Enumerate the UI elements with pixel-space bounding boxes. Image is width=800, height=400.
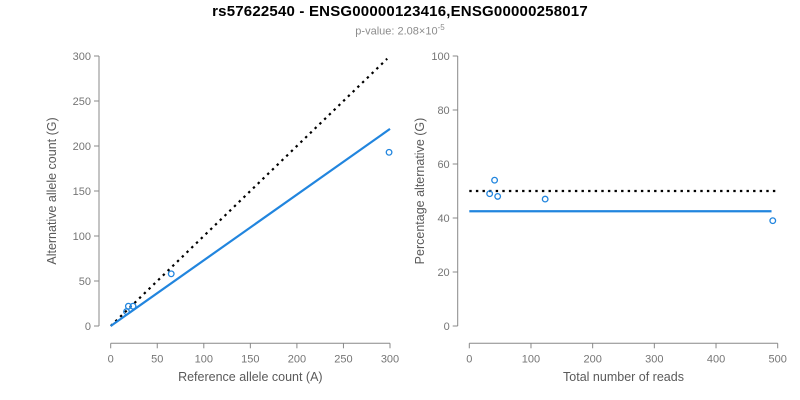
right-plot-y-tick-label: 80: [437, 105, 449, 117]
left-plot-y-tick-label: 50: [79, 276, 91, 288]
identity-line: [109, 57, 388, 327]
right-plot-x-tick-label: 100: [522, 353, 540, 365]
right-plot-y-tick-label: 40: [437, 213, 449, 225]
left-plot-y-tick-label: 200: [73, 141, 91, 153]
right-plot-data-point: [486, 190, 494, 198]
right-plot-x-tick-label: 300: [645, 353, 663, 365]
left-plot-x-tick-label: 150: [241, 353, 259, 365]
right-plot-y-tick-label: 0: [444, 321, 450, 333]
left-plot-x-tick-label: 50: [151, 353, 163, 365]
right-plot-data-point: [541, 195, 549, 203]
pvalue-exponent: -5: [437, 23, 445, 32]
left-plot-x-tick-label: 0: [108, 353, 114, 365]
fit-line: [110, 128, 391, 327]
right-plot-x-tick-label: 400: [707, 353, 725, 365]
left-plot-data-point: [124, 302, 132, 310]
right-plot-x-axis-title: Total number of reads: [563, 370, 684, 384]
right-plot-x-tick-label: 0: [466, 353, 472, 365]
left-plot-data-point: [167, 270, 175, 278]
right-plot-y-tick-label: 20: [437, 267, 449, 279]
figure-title: rs57622540 - ENSG00000123416,ENSG0000025…: [212, 3, 588, 20]
left-plot-y-axis-title: Alternative allele count (G): [45, 117, 59, 264]
left-plot-y-tick-label: 150: [73, 186, 91, 198]
left-plot-y-tick-label: 300: [73, 51, 91, 63]
left-plot-y-tick-label: 250: [73, 96, 91, 108]
left-plot-x-tick-label: 250: [334, 353, 352, 365]
right-plot-x-tick-label: 200: [583, 353, 601, 365]
right-plot-data-point: [491, 176, 499, 184]
left-plot-data-point: [129, 302, 137, 310]
right-plot-y-tick-label: 100: [431, 51, 449, 63]
right-plot-data-point: [769, 217, 777, 225]
left-plot-y-tick-label: 100: [73, 231, 91, 243]
left-plot-x-axis-title: Reference allele count (A): [178, 370, 323, 384]
left-plot-x-tick-label: 200: [288, 353, 306, 365]
left-plot-x-tick-label: 300: [381, 353, 399, 365]
figure-subtitle: p-value: 2.08×10-5: [0, 23, 800, 38]
right-plot-y-tick-label: 60: [437, 159, 449, 171]
pvalue-text: p-value: 2.08×10: [355, 25, 438, 38]
left-plot-y-tick-label: 0: [85, 321, 91, 333]
left-plot-data-point: [385, 148, 393, 156]
left-plot-x-tick-label: 100: [195, 353, 213, 365]
right-plot-y-axis-title: Percentage alternative (G): [413, 118, 427, 265]
right-plot-x-tick-label: 500: [769, 353, 787, 365]
right-plot-data-point: [494, 192, 502, 200]
